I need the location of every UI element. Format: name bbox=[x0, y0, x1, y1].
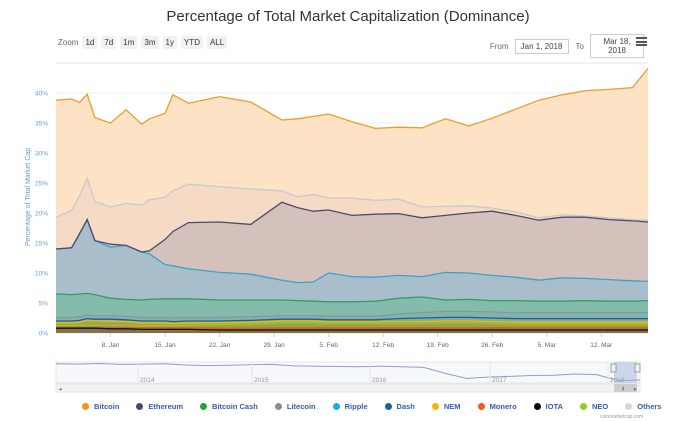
legend-item-bitcoin-cash[interactable]: Bitcoin Cash bbox=[200, 402, 258, 411]
legend-label: NEM bbox=[443, 402, 461, 411]
legend-marker-icon bbox=[200, 403, 208, 410]
zoom-button-1d[interactable]: 1d bbox=[82, 36, 98, 49]
line-ethereum bbox=[55, 201, 649, 253]
navigator-year-label: 2017 bbox=[492, 377, 507, 384]
zoom-button-all[interactable]: ALL bbox=[206, 36, 228, 49]
line-iota bbox=[56, 327, 648, 331]
y-tick-label: 0% bbox=[39, 331, 49, 338]
chart-title: Percentage of Total Market Capitalizatio… bbox=[166, 8, 530, 25]
y-tick-label: 5% bbox=[39, 301, 49, 308]
x-tick-label: 5. Feb bbox=[319, 342, 338, 349]
y-tick-label: 30% bbox=[35, 151, 48, 158]
legend-marker-icon bbox=[625, 403, 633, 410]
zoom-label: Zoom bbox=[58, 38, 79, 47]
legend-marker-icon bbox=[580, 403, 588, 410]
navigator-year-label: 2014 bbox=[140, 377, 155, 384]
navigator-left-handle[interactable] bbox=[610, 363, 617, 373]
legend-label: Dash bbox=[396, 402, 415, 411]
x-tick-label: 19. Feb bbox=[427, 342, 449, 349]
y-tick-label: 40% bbox=[35, 91, 48, 98]
zoom-button-1m[interactable]: 1m bbox=[120, 36, 138, 49]
zoom-button-1y[interactable]: 1y bbox=[162, 36, 177, 49]
x-tick-label: 12. Feb bbox=[372, 342, 394, 349]
legend-label: IOTA bbox=[545, 402, 564, 411]
zoom-button-ytd[interactable]: YTD bbox=[180, 36, 203, 49]
x-tick-label: 5. Mar bbox=[538, 342, 557, 349]
legend-item-others[interactable]: Others bbox=[625, 402, 661, 411]
from-date-input[interactable]: Jan 1, 2018 bbox=[514, 38, 569, 54]
to-label: To bbox=[575, 41, 584, 51]
line-nem bbox=[56, 319, 648, 325]
legend-item-litecoin[interactable]: Litecoin bbox=[274, 402, 316, 411]
area-ripple bbox=[56, 219, 648, 302]
legend-item-ripple[interactable]: Ripple bbox=[332, 402, 368, 411]
navigator[interactable]: 20142015201620172018◂▸⦀ bbox=[55, 361, 641, 393]
x-tick-label: 29. Jan bbox=[263, 342, 285, 349]
y-tick-label: 10% bbox=[35, 271, 48, 278]
x-tick-label: 22. Jan bbox=[209, 342, 231, 349]
x-tick-label: 26. Feb bbox=[481, 342, 503, 349]
line-others bbox=[55, 176, 649, 221]
credit-text: coinmarketcap.com bbox=[600, 414, 644, 420]
y-tick-label: 25% bbox=[35, 181, 48, 188]
line-bitcoin-cash bbox=[55, 292, 649, 303]
line-monero bbox=[56, 325, 648, 329]
legend-marker-icon bbox=[274, 403, 282, 410]
legend-item-monero[interactable]: Monero bbox=[477, 402, 517, 411]
zoom-button-7d[interactable]: 7d bbox=[101, 36, 117, 49]
zoom-bar: Zoom 1d 7d 1m 3m 1y YTD ALL bbox=[58, 36, 231, 49]
x-tick-label: 15. Jan bbox=[154, 342, 176, 349]
x-tick-label: 12. Mar bbox=[590, 342, 613, 349]
legend-item-dash[interactable]: Dash bbox=[384, 402, 415, 411]
legend-label: NEO bbox=[592, 402, 609, 411]
line-neo bbox=[56, 322, 648, 328]
from-label: From bbox=[489, 41, 509, 51]
navigator-year-label: 2015 bbox=[254, 377, 269, 384]
line-dash bbox=[56, 316, 648, 323]
hamburger-menu-icon[interactable] bbox=[636, 37, 647, 46]
legend-marker-icon bbox=[82, 403, 89, 410]
date-range: From Jan 1, 2018 To Mar 18, 2018 bbox=[490, 34, 651, 58]
legend: Bitcoin Ethereum Bitcoin Cash Litecoin Rippl… bbox=[82, 402, 678, 411]
scroll-right-arrow-icon[interactable]: ▸ bbox=[634, 387, 637, 393]
navigator-scrollbar-track[interactable] bbox=[55, 383, 641, 393]
line-ripple bbox=[55, 218, 649, 284]
to-date-input[interactable]: Mar 18, 2018 bbox=[590, 34, 644, 58]
legend-label: Ripple bbox=[344, 402, 368, 411]
y-tick-label: 35% bbox=[35, 121, 48, 128]
dominance-chart: 0% 5% 10% 15% 20% 25% 30% 35% 40% 8. Jan 15. Jan 2… bbox=[25, 62, 649, 393]
legend-label: Litecoin bbox=[286, 402, 316, 411]
zoom-button-3m[interactable]: 3m bbox=[141, 36, 159, 49]
y-axis-label: Percentage of Total Market Cap bbox=[25, 148, 32, 246]
legend-label: Monero bbox=[489, 402, 517, 411]
navigator-scrollbar-thumb[interactable] bbox=[614, 384, 637, 392]
legend-item-ethereum[interactable]: Ethereum bbox=[136, 402, 183, 411]
legend-marker-icon bbox=[431, 403, 439, 410]
navigator-year-label: 2016 bbox=[372, 377, 387, 384]
legend-label: Bitcoin bbox=[94, 402, 120, 411]
legend-marker-icon bbox=[136, 403, 144, 410]
legend-marker-icon bbox=[533, 403, 541, 410]
area-bitcoin bbox=[56, 68, 648, 221]
legend-marker-icon bbox=[332, 403, 340, 410]
legend-label: Ethereum bbox=[148, 402, 184, 411]
legend-item-neo[interactable]: NEO bbox=[580, 402, 608, 411]
line-bitcoin bbox=[55, 67, 649, 130]
legend-marker-icon bbox=[384, 403, 392, 410]
legend-label: Bitcoin Cash bbox=[212, 402, 258, 411]
legend-marker-icon bbox=[477, 403, 485, 410]
legend-label: Others bbox=[637, 402, 662, 411]
navigator-selection[interactable] bbox=[614, 362, 637, 383]
legend-item-nem[interactable]: NEM bbox=[431, 402, 461, 411]
y-tick-label: 15% bbox=[35, 241, 48, 248]
navigator-right-handle[interactable] bbox=[634, 363, 641, 373]
legend-item-iota[interactable]: IOTA bbox=[533, 402, 564, 411]
x-tick-label: 8. Jan bbox=[102, 342, 120, 349]
navigator-series-line bbox=[55, 362, 641, 382]
scroll-grip-icon: ⦀ bbox=[622, 387, 624, 393]
scroll-left-arrow-icon[interactable]: ◂ bbox=[59, 387, 62, 393]
y-tick-label: 20% bbox=[35, 211, 48, 218]
line-litecoin bbox=[56, 310, 648, 319]
legend-item-bitcoin[interactable]: Bitcoin bbox=[82, 402, 119, 411]
